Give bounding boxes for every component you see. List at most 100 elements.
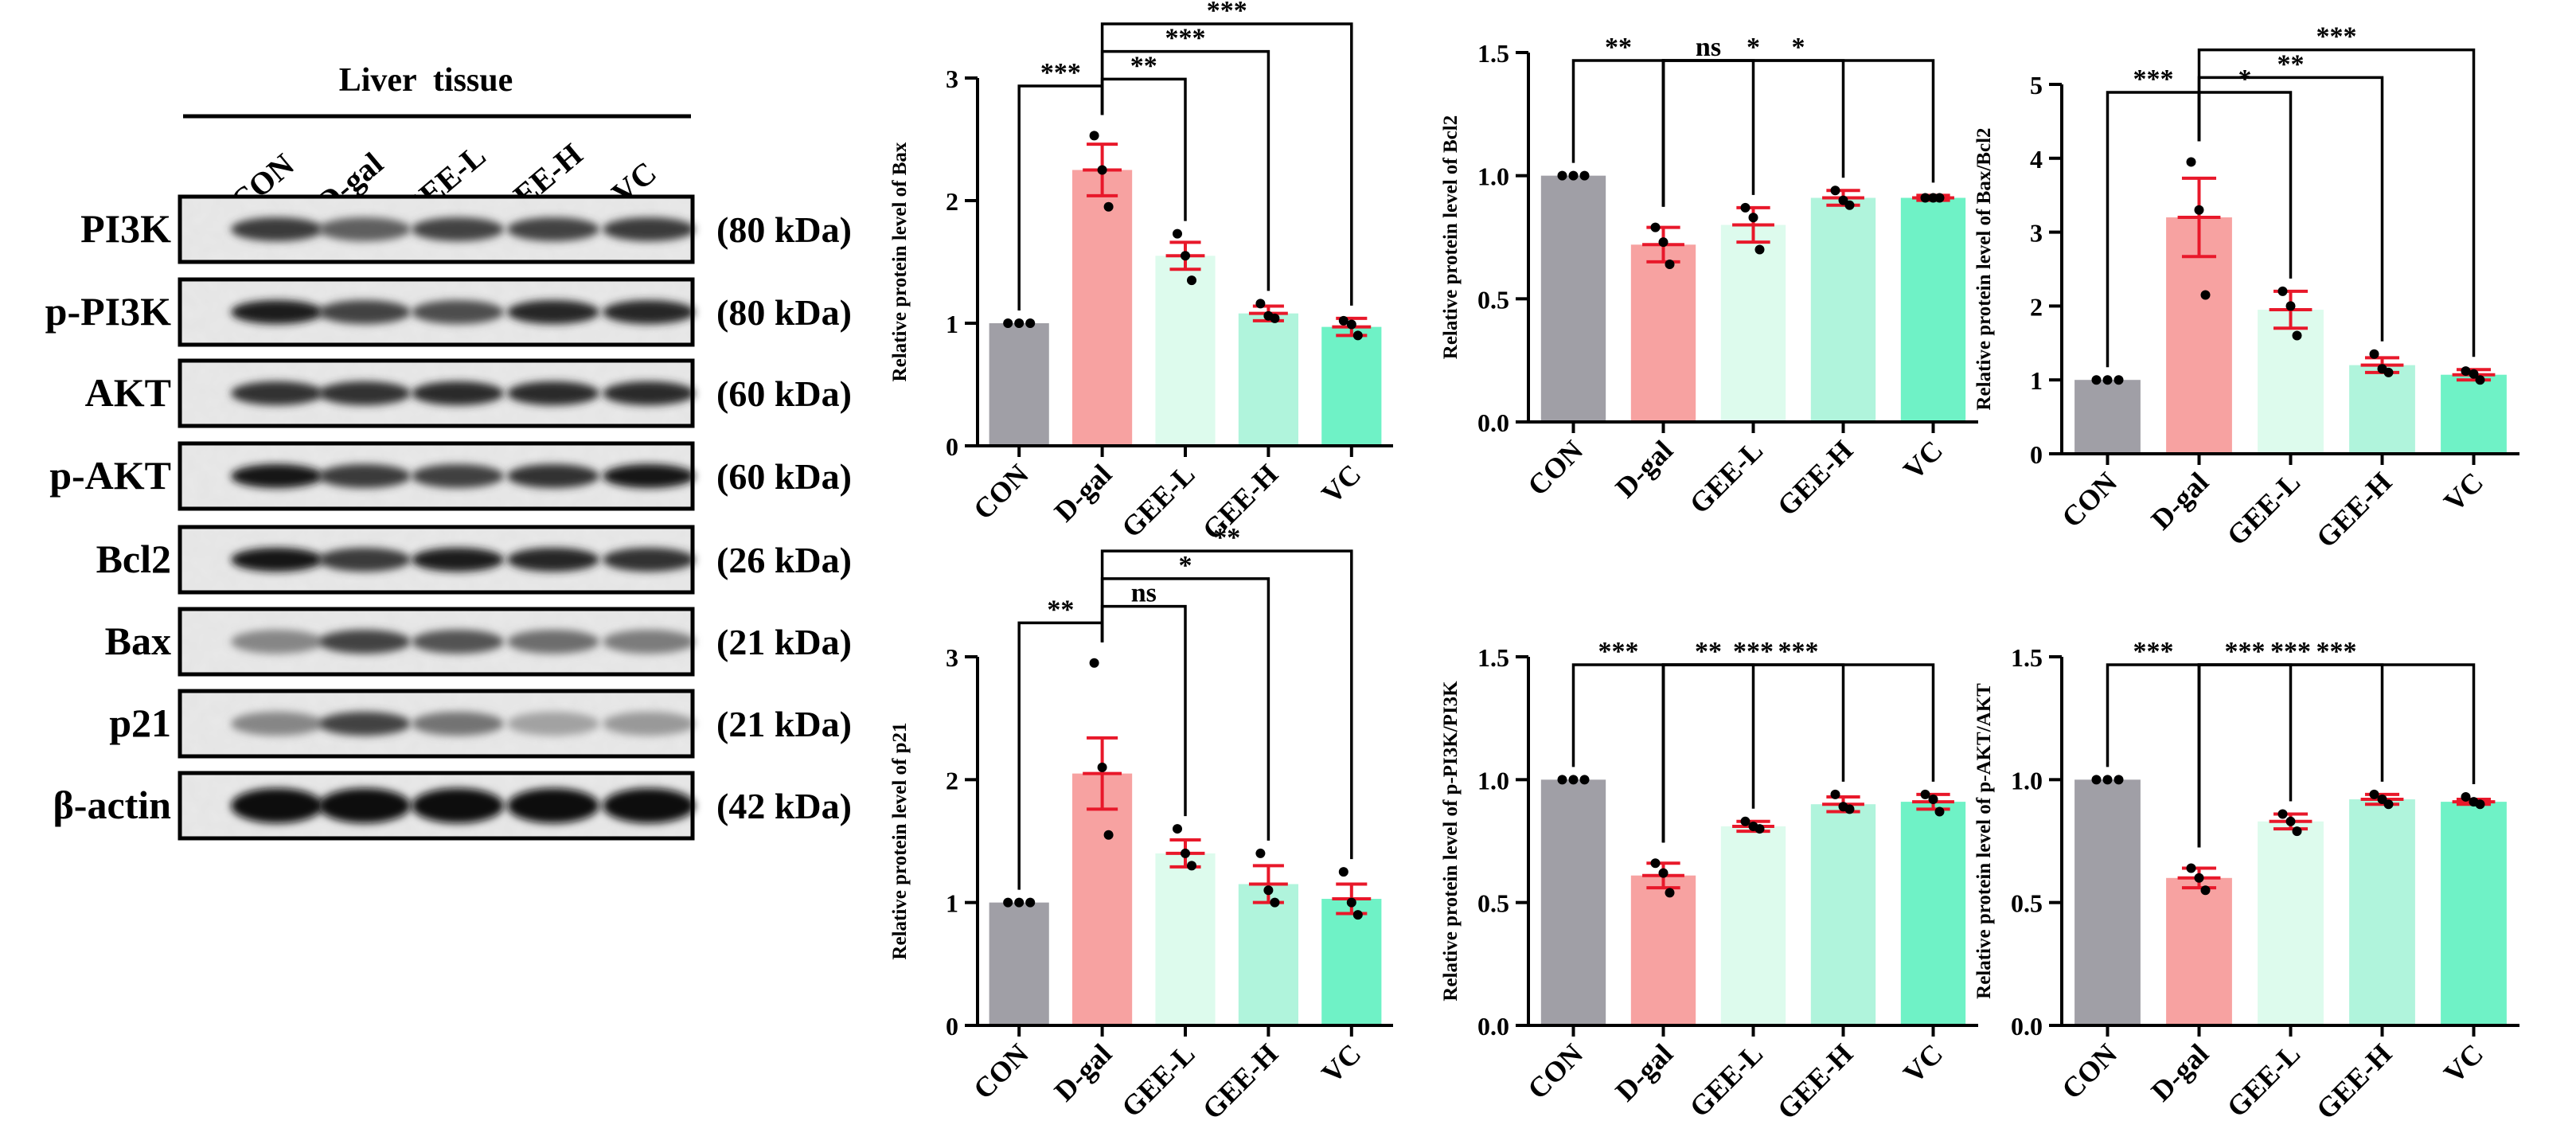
significance-bracket: *** [2197,637,2476,848]
x-tick-label: CON [967,458,1035,525]
blot-row: Bcl2 (26 kDa) [96,525,852,595]
y-tick-label: 2 [946,766,958,795]
data-point [1255,848,1266,858]
blot-band [507,548,599,572]
x-tick-label: D-gal [2145,1037,2215,1107]
data-point [1187,861,1196,871]
data-point [2091,775,2102,785]
blot-band [231,788,323,823]
bracket-line [1661,59,1755,207]
bar-chart: 0.0 0.5 1.0 1.5 CON D-gal GEE-L GEE-H VC Relative… [1973,637,2519,1126]
blot-band [318,464,411,488]
data-point [1097,762,1107,772]
bar-chart: 0.0 0.5 1.0 1.5 CON D-gal GEE-L GEE-H VC Relative… [1440,637,1978,1126]
y-tick-label: 1.5 [1477,643,1509,672]
bar [989,323,1049,446]
significance-label: *** [2270,637,2311,666]
blot-band [231,712,323,736]
blot-frame [178,689,695,759]
data-point [2369,789,2379,799]
blot-band [318,788,411,823]
molecular-weight: (60 kDa) [716,456,852,497]
data-point [1650,222,1661,232]
data-point [1934,193,1945,203]
blot-band [231,217,323,241]
significance-bracket: *** [2197,22,2476,357]
data-point [1754,244,1765,255]
blot-title: Liver tissue [339,62,513,99]
y-tick-label: 0.5 [2011,889,2043,918]
bar [2258,310,2324,454]
data-point [1338,867,1348,877]
data-point [1346,897,1356,908]
data-point [1658,237,1669,248]
significance-bracket: ns [1661,33,1755,207]
significance-label: ** [1047,595,1074,624]
bar [1155,853,1216,1025]
y-tick-label: 1.0 [2011,766,2043,795]
blot-row: β-actin (42 kDa) [53,771,852,841]
bar [1540,175,1606,422]
x-tick-label: D-gal [1048,1037,1118,1107]
bar [1321,899,1382,1025]
data-point [1352,910,1363,920]
data-point [1928,795,1938,805]
bar [1630,875,1696,1025]
data-point [1568,775,1579,785]
data-point [1089,658,1099,668]
y-tick-label: 0.0 [1477,408,1509,437]
molecular-weight: (26 kDa) [716,540,852,580]
data-point [1830,185,1840,196]
data-point [2200,885,2211,896]
bar [1810,804,1876,1025]
bar [1155,256,1216,446]
bar [1072,773,1133,1025]
x-tick-label: GEE-L [1684,1037,1770,1123]
data-point [1270,897,1280,908]
x-tick-label: D-gal [2145,466,2215,536]
x-tick-label: CON [967,1037,1035,1105]
bar [2441,374,2507,454]
data-point [1181,251,1190,261]
bar [2074,380,2141,454]
molecular-weight: (80 kDa) [716,292,852,333]
data-point [1830,789,1840,799]
x-tick-label: VC [1315,1037,1367,1089]
data-point [1097,165,1107,175]
data-point [1173,824,1182,834]
data-point [2475,375,2485,385]
data-point [1181,848,1190,858]
blot-frame [178,277,695,347]
blot-band [318,548,411,572]
data-point [2369,349,2379,359]
x-tick-label: GEE-H [2310,1037,2398,1125]
data-point [2102,775,2113,785]
blot-band [507,712,599,736]
y-tick-label: 4 [2030,145,2043,174]
blot-row: p-AKT (60 kDa) [49,441,852,511]
blot-band [318,381,411,405]
significance-bracket: ** [1100,523,1353,860]
bracket-line [1661,663,1755,843]
bracket-line [1100,22,1353,306]
protein-label: Bax [105,619,171,663]
blot-band [603,381,695,405]
blot-band [412,548,504,572]
x-tick-label: VC [1897,434,1949,486]
protein-label: Bcl2 [96,537,171,581]
x-tick-label: D-gal [1048,458,1118,528]
bar [2166,877,2232,1025]
y-axis-label: Relative protein level of Bax/Bcl2 [1973,127,1995,410]
blot-band [231,464,323,488]
y-tick-label: 1 [2030,366,2043,395]
x-tick-label: VC [1315,458,1367,510]
y-tick-label: 1.0 [1477,766,1509,795]
x-tick-label: CON [2055,1037,2123,1105]
significance-label: ** [1605,33,1632,62]
blot-frame [178,194,695,264]
y-tick-label: 0.0 [2011,1012,2043,1041]
x-tick-label: VC [2437,466,2489,517]
